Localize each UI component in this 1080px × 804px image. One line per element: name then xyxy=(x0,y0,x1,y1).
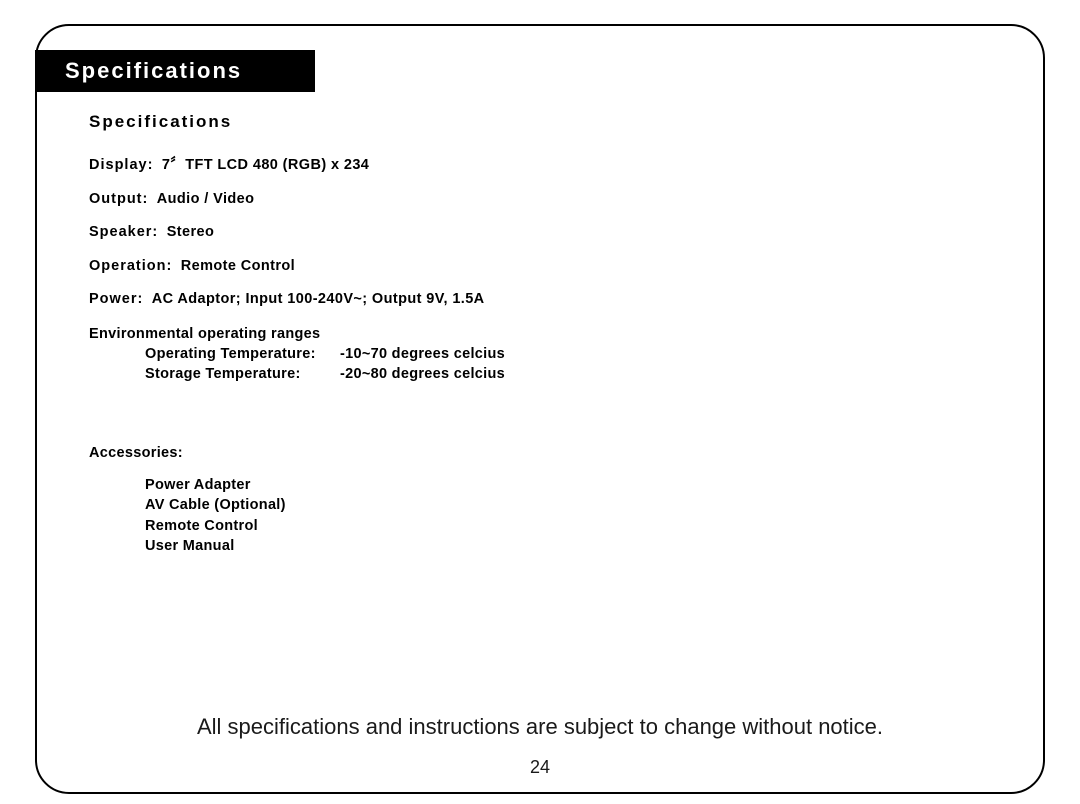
page-frame: Specifications Specifications Display: 7… xyxy=(35,24,1045,794)
spec-operation-value: Remote Control xyxy=(181,258,295,274)
title-text: Specifications xyxy=(65,58,242,84)
subtitle: Specifications xyxy=(89,112,991,132)
disclaimer: All specifications and instructions are … xyxy=(37,714,1043,740)
content-area: Specifications Display: 7〞TFT LCD 480 (R… xyxy=(89,112,991,556)
accessories-heading: Accessories: xyxy=(89,443,991,463)
spec-speaker-value: Stereo xyxy=(167,224,215,240)
accessory-item: Remote Control xyxy=(89,516,991,536)
accessory-item: AV Cable (Optional) xyxy=(89,495,991,515)
spec-power-value: AC Adaptor; Input 100-240V~; Output 9V, … xyxy=(152,291,485,307)
spec-operation-label: Operation: xyxy=(89,258,172,274)
spec-power: Power: AC Adaptor; Input 100-240V~; Outp… xyxy=(89,290,991,310)
accessory-item: User Manual xyxy=(89,536,991,556)
env-storage-key: Storage Temperature: xyxy=(145,364,340,384)
environmental-heading: Environmental operating ranges xyxy=(89,324,991,344)
spec-output-label: Output: xyxy=(89,191,148,207)
accessories-block: Accessories: Power Adapter AV Cable (Opt… xyxy=(89,443,991,556)
environmental-storage: Storage Temperature: -20~80 degrees celc… xyxy=(89,364,991,384)
spec-output-value: Audio / Video xyxy=(157,191,255,207)
spec-display: Display: 7〞TFT LCD 480 (RGB) x 234 xyxy=(89,156,991,176)
spec-speaker-label: Speaker: xyxy=(89,224,158,240)
accessory-item: Power Adapter xyxy=(89,475,991,495)
spec-operation: Operation: Remote Control xyxy=(89,257,991,277)
spec-speaker: Speaker: Stereo xyxy=(89,223,991,243)
spec-power-label: Power: xyxy=(89,291,143,307)
environmental-operating: Operating Temperature: -10~70 degrees ce… xyxy=(89,344,991,364)
title-bar: Specifications xyxy=(35,50,315,92)
spec-display-label: Display: xyxy=(89,157,153,173)
environmental-block: Environmental operating ranges Operating… xyxy=(89,324,991,385)
spec-display-value: 7〞TFT LCD 480 (RGB) x 234 xyxy=(162,157,369,173)
env-storage-value: -20~80 degrees celcius xyxy=(340,364,505,384)
env-operating-key: Operating Temperature: xyxy=(145,344,340,364)
spec-output: Output: Audio / Video xyxy=(89,190,991,210)
env-operating-value: -10~70 degrees celcius xyxy=(340,344,505,364)
page-number: 24 xyxy=(37,757,1043,778)
